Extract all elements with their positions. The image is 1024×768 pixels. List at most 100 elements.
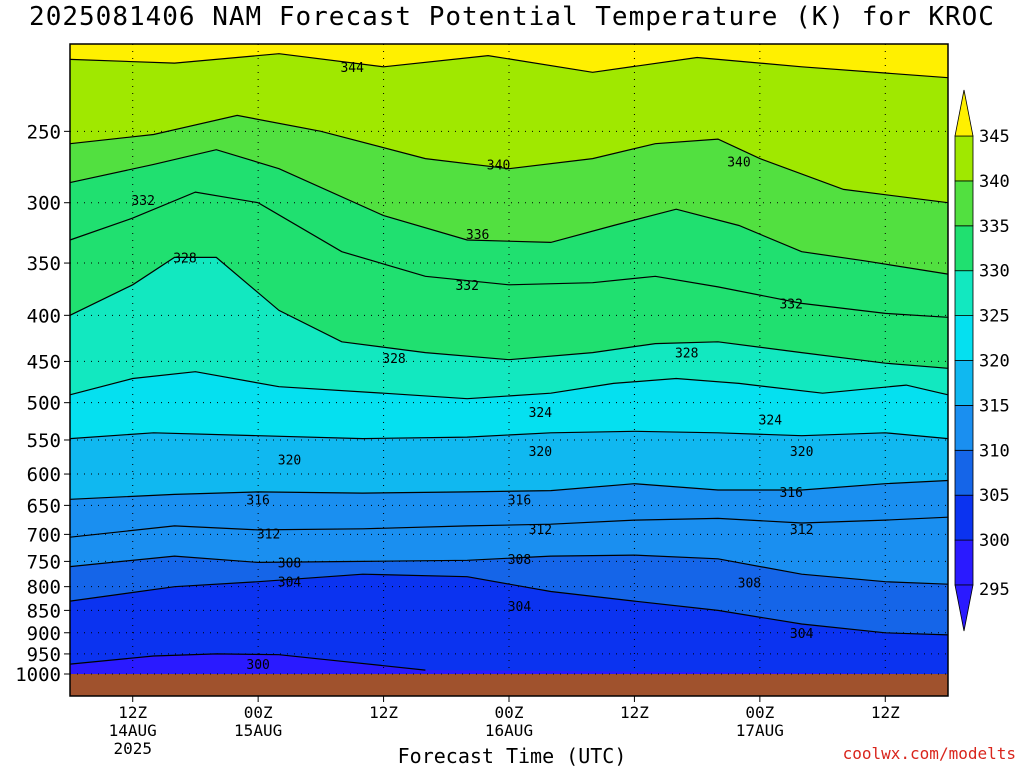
colorbar-label-340: 340 — [979, 172, 1010, 192]
x-axis-label: Forecast Time (UTC) — [397, 744, 627, 768]
colorbar-segment-335 — [954, 180, 974, 227]
contour-lines — [69, 53, 949, 671]
contour-324 — [69, 371, 949, 400]
x-tick-year-0: 2025 — [113, 739, 152, 758]
contour-label-332: 332 — [455, 279, 478, 294]
contour-label-336: 336 — [466, 228, 489, 243]
y-tick-label-1000: 1000 — [15, 664, 61, 686]
contour-308 — [69, 554, 949, 585]
contour-label-316: 316 — [508, 493, 531, 508]
colorbar: 295 300 305 310 315 320 325 330 335 340 345 — [954, 89, 1010, 632]
contour-label-316: 316 — [246, 493, 269, 508]
contour-316 — [69, 479, 949, 500]
y-tick-label-900: 900 — [27, 623, 61, 645]
colorbar-segment-295 — [954, 539, 974, 586]
contour-label-324: 324 — [759, 414, 783, 429]
chart-title: 2025081406 NAM Forecast Potential Temper… — [29, 2, 995, 32]
band-300 — [70, 653, 948, 674]
contour-label-312: 312 — [257, 527, 280, 542]
contour-312 — [69, 516, 949, 538]
x-tick-label-1: 00Z — [244, 703, 273, 722]
x-tick-label-4: 12Z — [620, 703, 649, 722]
colorbar-extend-bottom — [954, 584, 974, 632]
color-bands — [70, 44, 948, 696]
x-tick-label-0: 12Z — [118, 703, 147, 722]
contour-label-340: 340 — [487, 158, 510, 173]
contour-332 — [69, 191, 949, 318]
y-tick-label-500: 500 — [27, 393, 61, 415]
x-tick-date-0: 14AUG — [109, 721, 157, 740]
colorbar-segment-330 — [954, 225, 974, 272]
credit-text: coolwx.com/modelts — [842, 744, 1016, 763]
y-tick-label-250: 250 — [27, 121, 61, 143]
contour-label-320: 320 — [790, 445, 813, 460]
colorbar-label-335: 335 — [979, 217, 1010, 237]
ground-surface — [70, 674, 948, 696]
x-tick-date-3: 16AUG — [485, 721, 533, 740]
colorbar-extend-top — [954, 89, 974, 137]
contour-label-328: 328 — [173, 251, 196, 266]
y-tick-label-550: 550 — [27, 430, 61, 452]
contour-label-328: 328 — [382, 352, 405, 367]
x-tick-label-2: 12Z — [369, 703, 398, 722]
colorbar-segment-320 — [954, 315, 974, 361]
contour-label-340: 340 — [727, 155, 750, 170]
colorbar-label-295: 295 — [979, 580, 1010, 600]
contour-label-332: 332 — [131, 194, 154, 209]
contour-label-308: 308 — [508, 553, 531, 568]
y-tick-label-750: 750 — [27, 551, 61, 573]
colorbar-label-320: 320 — [979, 352, 1010, 372]
colorbar-segment-340 — [954, 135, 974, 182]
contour-label-304: 304 — [278, 576, 302, 591]
contour-label-328: 328 — [675, 347, 698, 362]
contour-label-344: 344 — [340, 61, 364, 76]
x-tick-date-5: 17AUG — [736, 721, 784, 740]
colorbar-label-300: 300 — [979, 531, 1010, 551]
y-tick-label-700: 700 — [27, 524, 61, 546]
contour-label-312: 312 — [529, 523, 552, 538]
contour-label-300: 300 — [246, 658, 269, 673]
colorbar-label-305: 305 — [979, 486, 1010, 506]
colorbar-label-310: 310 — [979, 441, 1010, 461]
contour-344 — [69, 53, 949, 79]
y-tick-label-800: 800 — [27, 577, 61, 599]
x-tick-label-5: 00Z — [745, 703, 774, 722]
axes: 2503003504004505005506006507007508008509… — [15, 43, 949, 758]
grid-lines — [70, 44, 948, 675]
y-tick-label-950: 950 — [27, 644, 61, 666]
contour-304 — [69, 573, 949, 636]
contour-336 — [69, 149, 949, 275]
contour-label-320: 320 — [529, 445, 552, 460]
contour-label-316: 316 — [779, 486, 802, 501]
contour-340 — [69, 114, 949, 204]
contour-label-304: 304 — [790, 627, 814, 642]
contour-label-312: 312 — [790, 523, 813, 538]
y-tick-label-400: 400 — [27, 305, 61, 327]
colorbar-segment-315 — [954, 360, 974, 406]
contour-label-324: 324 — [529, 406, 553, 421]
contour-320 — [69, 430, 949, 440]
contour-328 — [69, 256, 949, 369]
colorbar-segment-305 — [954, 449, 974, 496]
y-tick-label-850: 850 — [27, 600, 61, 622]
contour-label-304: 304 — [508, 600, 532, 615]
x-tick-label-3: 00Z — [495, 703, 524, 722]
contour-label-332: 332 — [779, 297, 802, 312]
contour-label-308: 308 — [278, 556, 301, 571]
colorbar-segment-325 — [954, 270, 974, 317]
x-tick-label-6: 12Z — [871, 703, 900, 722]
colorbar-label-330: 330 — [979, 262, 1010, 282]
colorbar-label-315: 315 — [979, 396, 1010, 416]
colorbar-label-325: 325 — [979, 307, 1010, 327]
y-tick-label-600: 600 — [27, 464, 61, 486]
y-tick-label-350: 350 — [27, 253, 61, 275]
x-tick-date-1: 15AUG — [234, 721, 282, 740]
colorbar-segment-310 — [954, 404, 974, 451]
contour-300 — [69, 653, 426, 671]
contour-label-320: 320 — [278, 453, 301, 468]
contour-labels: 344 340 340 336 332 332 332 328 328 328 324 324 320 3… — [131, 61, 814, 673]
contour-label-308: 308 — [738, 577, 761, 592]
y-tick-label-300: 300 — [27, 193, 61, 215]
y-tick-label-650: 650 — [27, 495, 61, 517]
